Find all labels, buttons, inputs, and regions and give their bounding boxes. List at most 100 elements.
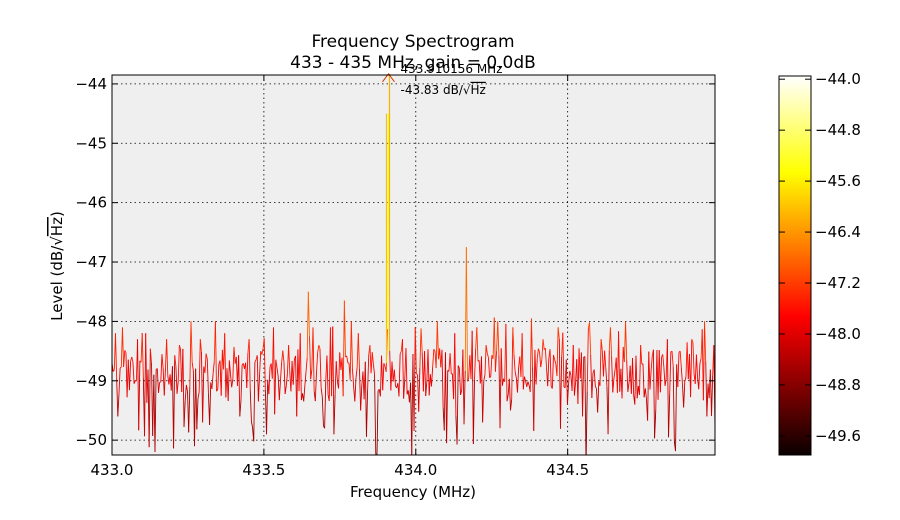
spectrum-segment [132, 361, 135, 384]
spectrum-segment [618, 331, 621, 392]
spectrum-segment [648, 351, 651, 390]
spectrum-segment [283, 362, 286, 395]
spectrum-segment [501, 378, 504, 386]
spectrum-segment [119, 366, 122, 369]
spectrum-segment [182, 348, 185, 428]
x-axis-label: Frequency (MHz) [350, 483, 476, 501]
spectrum-segment [626, 360, 629, 392]
spectrum-segment [535, 358, 538, 385]
spectrum-segment [352, 369, 355, 388]
spectrum-segment [178, 345, 181, 350]
spectrum-segment [416, 373, 418, 376]
peak-frequency-label: 433.910156 MHz [400, 62, 502, 76]
spectrum-segment [460, 389, 463, 396]
spectrum-segment [175, 366, 178, 394]
spectrum-segment [374, 374, 377, 453]
spectrum-segment [649, 370, 652, 390]
spectrum-segment [590, 354, 593, 398]
colorbar-axis: −44.0 −44.8 −45.6 −46.4 −47.2 −48.0 −48.8 −49.6 [779, 70, 861, 445]
spectrum-segment [232, 346, 235, 380]
spectrum-segment [346, 355, 349, 363]
spectrum-segment [542, 339, 545, 350]
svg-text:Level (dB/√Hz): Level (dB/√Hz) [48, 211, 66, 321]
spectrum-segment [122, 327, 125, 367]
spectrum-segment [117, 394, 120, 417]
spectrum-segment [259, 351, 262, 376]
spectrum-segment [202, 366, 205, 423]
colorbar-tick-label: −45.6 [815, 172, 861, 190]
spectrum-segment [256, 355, 259, 402]
spectrum-segment [402, 339, 405, 399]
chart-subtitle: 433 - 435 MHz, gain = 0.0dB [290, 53, 536, 73]
spectrum-segment [149, 348, 152, 363]
spectrum-segment [565, 359, 568, 405]
spectrum-segment [625, 321, 628, 361]
spectrum-segment [609, 327, 613, 357]
spectrum-segment [285, 373, 288, 386]
spectrum-segment [554, 359, 557, 365]
colorbar-tick-label: −44.0 [815, 70, 861, 88]
spectrum-segment [698, 363, 701, 390]
colorbar-tick-label: −48.0 [815, 325, 861, 343]
spectrum-segment [662, 354, 665, 368]
spectrum-segment [471, 330, 474, 445]
spectrum-segment [589, 322, 592, 355]
spectrum-segment [705, 361, 708, 417]
spectrum-segment [145, 333, 148, 403]
spectrum-segment [686, 342, 689, 380]
spectrum-segment [612, 378, 615, 393]
spectrum-segment [177, 345, 180, 381]
spectrum-segment [246, 352, 249, 388]
spectrum-segment [403, 378, 406, 399]
spectrum-segment [530, 318, 534, 368]
spectrum-segment [405, 348, 408, 395]
spectrum-segment [611, 356, 614, 393]
spectrum-segment [268, 366, 271, 395]
spectrum-segment [309, 336, 312, 380]
spectrum-segment [572, 345, 575, 396]
spectrum-segment [399, 350, 402, 355]
spectrum-segment [307, 291, 310, 337]
colorbar-tick-label: −46.4 [815, 223, 861, 241]
spectrum-segment [654, 410, 657, 439]
spectrum-segment [650, 355, 653, 371]
spectrum-segment [299, 333, 302, 401]
spectrum-segment [370, 352, 373, 374]
spectrum-segment [197, 392, 200, 399]
y-tick-label: −46 [75, 194, 107, 212]
spectrum-segment [359, 368, 362, 411]
spectrum-segment [195, 368, 198, 430]
spectrum-segment [239, 400, 242, 417]
spectrum-segment [512, 327, 515, 355]
spectrum-segment [339, 352, 342, 370]
spectrum-segment [462, 349, 465, 425]
spectrum-segment [556, 327, 559, 377]
spectrum-segment [679, 351, 682, 368]
spectrum-segment [591, 372, 594, 398]
spectrum-segment [514, 371, 517, 378]
spectrum-segment [414, 327, 417, 374]
spectrum-segment [254, 359, 257, 363]
spectrum-segment [603, 350, 606, 377]
x-tick-label: 433.5 [242, 461, 285, 479]
spectrum-segment [189, 321, 192, 387]
peak-marker-group: 433.910156 MHz -43.83 dB/√Hz [382, 62, 503, 363]
spectrum-segment [569, 370, 572, 376]
spectrum-segment [321, 396, 324, 426]
spectrum-segment [144, 333, 147, 437]
spectrum-segment [644, 388, 647, 399]
spectrum-segment [257, 374, 260, 402]
chart-title: Frequency Spectrogram [311, 32, 514, 52]
spectrum-segment [586, 327, 589, 392]
spectrum-segment [199, 339, 202, 352]
spectrum-segment [517, 366, 520, 393]
spectrum-segment [253, 362, 256, 442]
spectrum-segment [333, 394, 336, 435]
spectrum-segment [163, 368, 166, 396]
spectrum-segment [560, 356, 563, 429]
spectrum-segment [547, 358, 550, 387]
spectrum-segment [497, 321, 500, 356]
spectrum-segment [190, 321, 193, 363]
spectrum-segment [196, 398, 199, 430]
